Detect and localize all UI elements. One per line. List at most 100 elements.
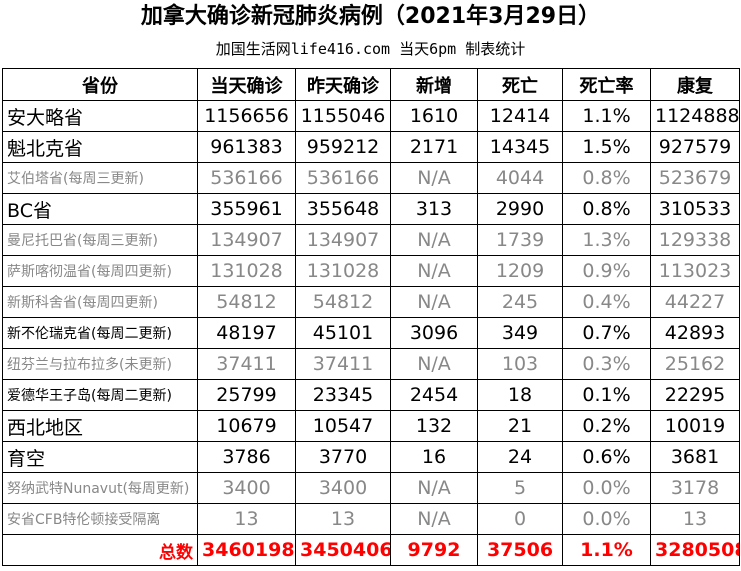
value-cell: 24 [477, 441, 563, 473]
province-cell: BC省 [2, 193, 198, 225]
province-cell: 安大略省 [2, 100, 198, 132]
value-cell: 355961 [197, 193, 296, 225]
value-cell: 2990 [477, 193, 563, 225]
value-cell: 18 [477, 379, 563, 411]
table-row: 新斯科舍省(每周四更新) 54812 54812 N/A 245 0.4% 44227 [2, 286, 740, 318]
value-cell: 134907 [197, 224, 296, 256]
province-cell: 魁北克省 [2, 131, 198, 163]
table-row: 总数 3460198 3450406 9792 37506 1.1% 3280508 [2, 534, 740, 566]
value-cell: 37506 [477, 534, 563, 566]
value-cell: 0.4% [562, 286, 651, 318]
value-cell: 3178 [650, 472, 740, 504]
table-row: 安大略省 1156656 1155046 1610 12414 1.1% 1124888 [2, 100, 740, 132]
value-cell: 1.1% [562, 534, 651, 566]
province-cell: 新不伦瑞克省(每周二更新) [2, 317, 198, 349]
value-cell: N/A [390, 286, 478, 318]
province-cell: 安省CFB特伦顿接受隔离 [2, 503, 198, 535]
value-cell: 13 [197, 503, 296, 535]
province-cell: 努纳武特Nunavut(每周更新) [2, 472, 198, 504]
subtitle: 加国生活网life416.com 当天6pm 制表统计 [215, 40, 526, 58]
province-cell: 育空 [2, 441, 198, 473]
value-cell: 14345 [477, 131, 563, 163]
value-cell: 48197 [197, 317, 296, 349]
province-cell: 爱德华王子岛(每周二更新) [2, 379, 198, 411]
value-cell: 22295 [650, 379, 740, 411]
value-cell: 42893 [650, 317, 740, 349]
value-cell: 0.7% [562, 317, 651, 349]
value-cell: 113023 [650, 255, 740, 287]
value-cell: 313 [390, 193, 478, 225]
value-cell: 37411 [295, 348, 391, 380]
table-row: 新不伦瑞克省(每周二更新) 48197 45101 3096 349 0.7% 42893 [2, 317, 740, 349]
value-cell: 1155046 [295, 100, 391, 132]
value-cell: N/A [390, 162, 478, 194]
data-table: 省份 当天确诊 昨天确诊 新增 死亡 死亡率 康复 安大略省 1156656 1155046 16… [2, 68, 740, 566]
province-cell: 新斯科舍省(每周四更新) [2, 286, 198, 318]
value-cell: 245 [477, 286, 563, 318]
value-cell: 3460198 [197, 534, 296, 566]
value-cell: 0.6% [562, 441, 651, 473]
value-cell: 0.1% [562, 379, 651, 411]
table-row: 艾伯塔省(每周三更新) 536166 536166 N/A 4044 0.8% 523679 [2, 162, 740, 194]
value-cell: 961383 [197, 131, 296, 163]
value-cell: 1.3% [562, 224, 651, 256]
value-cell: 0 [477, 503, 563, 535]
table-row: 育空 3786 3770 16 24 0.6% 3681 [2, 441, 740, 473]
value-cell: 54812 [197, 286, 296, 318]
value-cell: 523679 [650, 162, 740, 194]
value-cell: 131028 [197, 255, 296, 287]
value-cell: 103 [477, 348, 563, 380]
value-cell: 0.3% [562, 348, 651, 380]
value-cell: 0.2% [562, 410, 651, 442]
value-cell: 2171 [390, 131, 478, 163]
table-row: 西北地区 10679 10547 132 21 0.2% 10019 [2, 410, 740, 442]
column-header: 新增 [390, 68, 478, 101]
value-cell: 0.0% [562, 472, 651, 504]
table-row: 爱德华王子岛(每周二更新) 25799 23345 2454 18 0.1% 22295 [2, 379, 740, 411]
province-cell: 萨斯喀彻温省(每周四更新) [2, 255, 198, 287]
value-cell: 25162 [650, 348, 740, 380]
value-cell: 44227 [650, 286, 740, 318]
province-cell: 艾伯塔省(每周三更新) [2, 162, 198, 194]
value-cell: 3450406 [295, 534, 391, 566]
value-cell: N/A [390, 472, 478, 504]
table-row: 曼尼托巴省(每周三更新) 134907 134907 N/A 1739 1.3% 12933… [2, 224, 740, 256]
value-cell: 13 [295, 503, 391, 535]
title: 加拿大确诊新冠肺炎病例（2021年3月29日） [140, 4, 601, 29]
value-cell: 536166 [295, 162, 391, 194]
column-header: 死亡 [477, 68, 563, 101]
value-cell: 1156656 [197, 100, 296, 132]
value-cell: 1.5% [562, 131, 651, 163]
value-cell: 1124888 [650, 100, 740, 132]
table-row: 安省CFB特伦顿接受隔离 13 13 N/A 0 0.0% 13 [2, 503, 740, 535]
value-cell: 9792 [390, 534, 478, 566]
value-cell: 0.9% [562, 255, 651, 287]
value-cell: 355648 [295, 193, 391, 225]
value-cell: 0.0% [562, 503, 651, 535]
value-cell: 927579 [650, 131, 740, 163]
column-header: 死亡率 [562, 68, 651, 101]
value-cell: N/A [390, 348, 478, 380]
province-cell: 总数 [2, 534, 198, 566]
column-header: 昨天确诊 [295, 68, 391, 101]
value-cell: 45101 [295, 317, 391, 349]
column-header: 康复 [650, 68, 740, 101]
value-cell: 25799 [197, 379, 296, 411]
value-cell: 131028 [295, 255, 391, 287]
value-cell: 10679 [197, 410, 296, 442]
value-cell: 5 [477, 472, 563, 504]
value-cell: 10019 [650, 410, 740, 442]
value-cell: 0.8% [562, 162, 651, 194]
value-cell: 310533 [650, 193, 740, 225]
header-row: 省份 当天确诊 昨天确诊 新增 死亡 死亡率 康复 [2, 68, 740, 101]
value-cell: 3096 [390, 317, 478, 349]
value-cell: 54812 [295, 286, 391, 318]
table-row: BC省 355961 355648 313 2990 0.8% 310533 [2, 193, 740, 225]
value-cell: 1610 [390, 100, 478, 132]
table-row: 魁北克省 961383 959212 2171 14345 1.5% 927579 [2, 131, 740, 163]
province-cell: 纽芬兰与拉布拉多(未更新) [2, 348, 198, 380]
value-cell: 132 [390, 410, 478, 442]
value-cell: 2454 [390, 379, 478, 411]
value-cell: 536166 [197, 162, 296, 194]
value-cell: 3280508 [650, 534, 740, 566]
